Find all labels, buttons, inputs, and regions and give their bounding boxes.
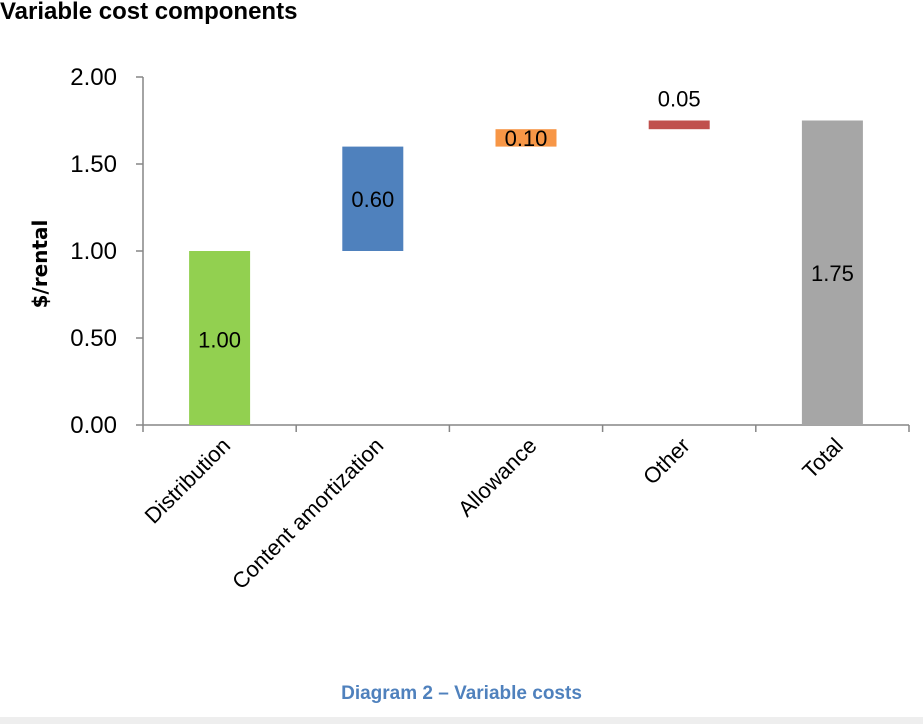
bar-distribution: [189, 251, 251, 425]
y-tick-label: 1.50: [70, 151, 117, 178]
data-label: 1.75: [811, 261, 854, 286]
data-label: 0.05: [658, 87, 701, 112]
x-category-label: Content amortization: [227, 433, 388, 594]
figure-caption: Diagram 2 – Variable costs: [341, 683, 582, 704]
x-category-label: Total: [797, 433, 848, 484]
data-label: 1.00: [198, 328, 241, 353]
bar-other: [648, 120, 710, 130]
bar-allowance: [495, 129, 557, 147]
bottom-strip: [0, 717, 923, 724]
y-tick-label: 0.50: [70, 325, 117, 352]
bar-total: [801, 120, 863, 425]
x-category-label: Allowance: [453, 433, 542, 522]
y-axis-label: $/rental: [28, 220, 52, 309]
data-label: 0.10: [505, 126, 548, 151]
waterfall-chart: 0.00 0.50 1.00 1.50 2.00 $/rental 1.00 Distribu…: [28, 64, 910, 594]
y-tick-label: 2.00: [70, 64, 117, 91]
chart-title: Variable cost components: [0, 0, 298, 25]
y-tick-label: 1.00: [70, 238, 117, 265]
y-tick-label: 0.00: [70, 412, 117, 439]
x-category-label: Other: [638, 433, 695, 490]
x-category-label: Distribution: [140, 433, 235, 528]
bar-content-amortization: [342, 146, 404, 251]
data-label: 0.60: [351, 187, 394, 212]
